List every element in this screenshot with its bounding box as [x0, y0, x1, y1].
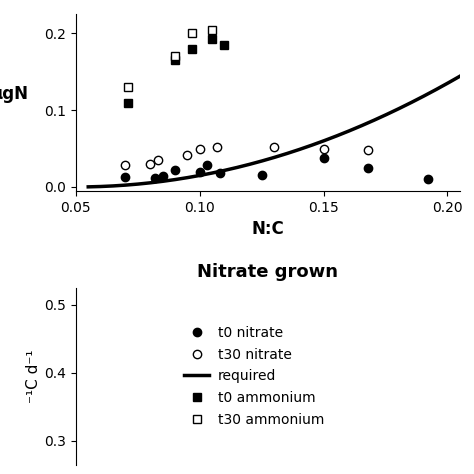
- Y-axis label: ⁻¹C d⁻¹: ⁻¹C d⁻¹: [27, 349, 41, 403]
- Y-axis label: μgN: μgN: [0, 84, 28, 102]
- Legend: t0 nitrate, t30 nitrate, required, t0 ammonium, t30 ammonium: t0 nitrate, t30 nitrate, required, t0 am…: [179, 320, 329, 432]
- X-axis label: N:C: N:C: [251, 220, 284, 238]
- Title: Nitrate grown: Nitrate grown: [197, 263, 338, 281]
